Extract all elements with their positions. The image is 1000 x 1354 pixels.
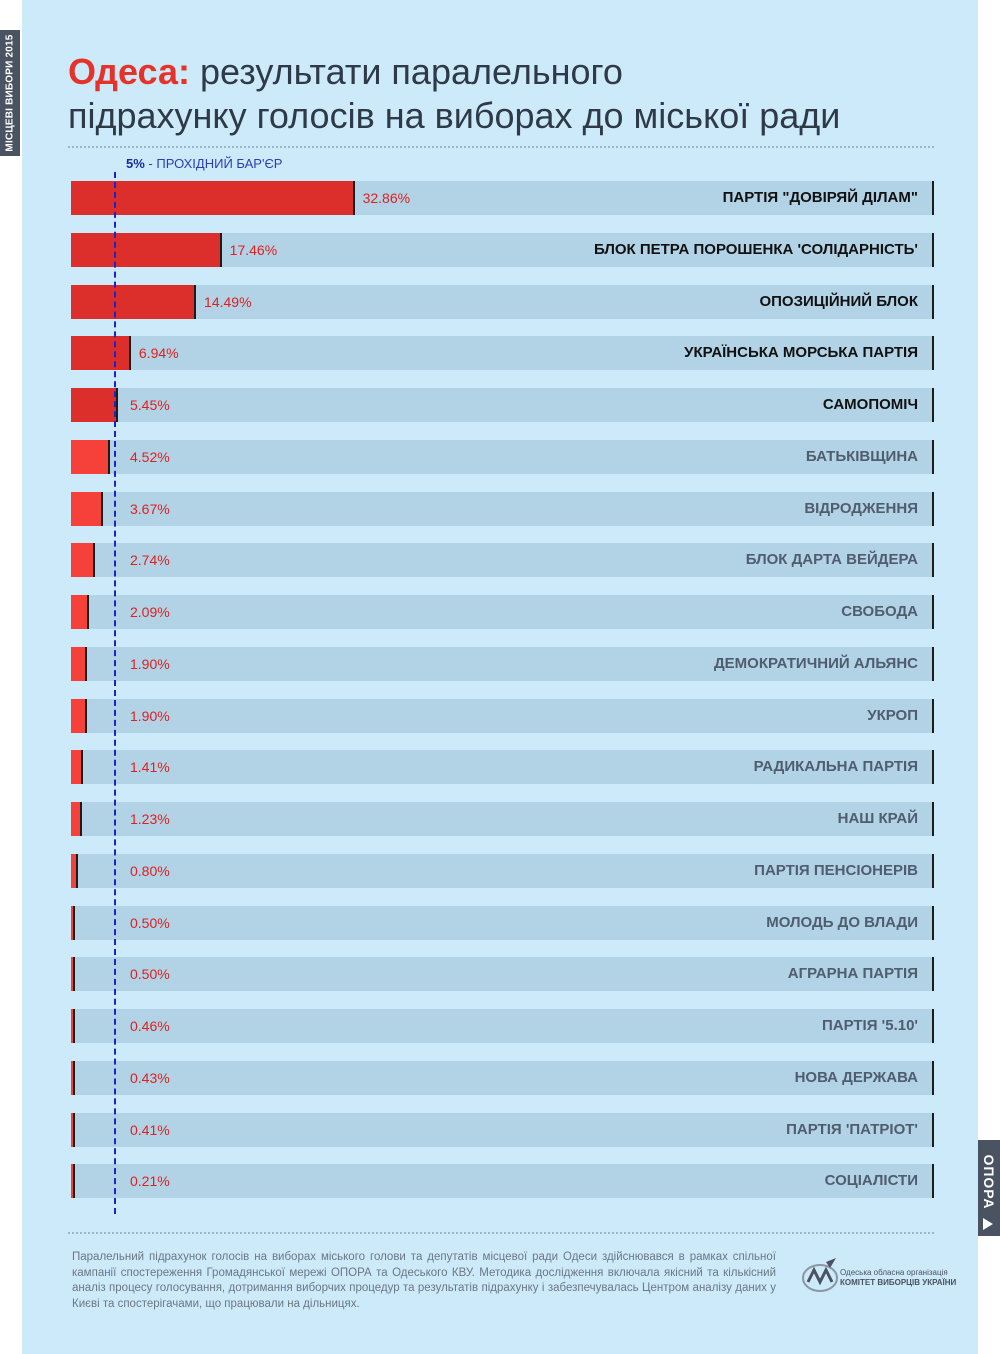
barrier-label: 5% - ПРОХІДНИЙ БАР'ЄР xyxy=(126,156,282,171)
party-label: ПАРТІЯ "ДОВІРЯЙ ДІЛАМ" xyxy=(722,189,918,206)
bar xyxy=(71,646,88,681)
bar-value-label: 14.49% xyxy=(204,293,252,310)
bar-value-label: 1.23% xyxy=(130,811,170,827)
title-city: Одеса: xyxy=(68,51,190,92)
bar-track xyxy=(71,439,934,474)
kvu-line2: КОМІТЕТ ВИБОРЦІВ УКРАЇНИ xyxy=(840,1278,957,1287)
party-label: УКРАЇНСЬКА МОРСЬКА ПАРТІЯ xyxy=(684,344,918,362)
bar-value-label: 2.74% xyxy=(130,552,170,569)
bar-value-label: 0.21% xyxy=(130,1173,170,1190)
bar-track xyxy=(71,336,934,371)
bar-value-label: 0.50% xyxy=(130,914,170,931)
bar-track xyxy=(71,1060,934,1095)
bar-track xyxy=(71,698,934,733)
party-label: БЛОК ПЕТРА ПОРОШЕНКА 'СОЛІДАРНІСТЬ' xyxy=(593,240,918,258)
kvu-emblem-icon xyxy=(802,1258,838,1292)
page-title: Одеса: результати паралельного підрахунк… xyxy=(68,50,948,138)
bar-value-label: 3.67% xyxy=(130,500,170,517)
party-label: ВІДРОДЖЕННЯ xyxy=(804,499,918,517)
bar-track xyxy=(71,853,934,888)
title-line1: результати паралельного xyxy=(200,51,623,92)
party-label: СВОБОДА xyxy=(841,603,918,620)
party-label: САМОПОМІЧ xyxy=(822,396,918,413)
bar xyxy=(71,284,197,319)
bar xyxy=(71,1164,75,1199)
opora-label: ОПОРА xyxy=(981,1154,997,1210)
title-line2: підрахунку голосів на виборах до міської… xyxy=(68,95,841,136)
barrier-value: 5% xyxy=(126,156,145,171)
party-label: УКРОП xyxy=(867,706,918,724)
bar-track xyxy=(71,284,934,319)
party-label: АГРАРНА ПАРТІЯ xyxy=(787,965,918,983)
party-label: НАШ КРАЙ xyxy=(837,810,918,827)
bar-track xyxy=(71,646,934,681)
bar-track xyxy=(71,491,934,526)
bar xyxy=(71,957,76,992)
bar-value-label: 0.80% xyxy=(130,862,170,879)
party-label: БАТЬКІВЩИНА xyxy=(805,447,918,465)
bar xyxy=(71,181,355,215)
bar-track xyxy=(71,1164,934,1199)
barrier-text: - ПРОХІДНИЙ БАР'ЄР xyxy=(148,156,283,171)
bar-track xyxy=(71,1009,934,1043)
bar-value-label: 4.52% xyxy=(130,448,170,465)
party-label: РАДИКАЛЬНА ПАРТІЯ xyxy=(753,758,918,776)
play-arrow-icon xyxy=(983,1218,993,1230)
bar-value-label: 0.46% xyxy=(130,1018,170,1034)
side-label: МІСЦЕВІ ВИБОРИ 2015 xyxy=(4,34,16,152)
bar-value-label: 17.46% xyxy=(229,241,278,258)
bar xyxy=(71,388,119,422)
bar-value-label: 32.86% xyxy=(362,190,411,206)
footer-note: Паралельний підрахунок голосів на вибора… xyxy=(72,1251,776,1310)
party-label: ДЕМОКРАТИЧНИЙ АЛЬЯНС xyxy=(713,654,918,672)
bar-value-label: 0.43% xyxy=(130,1069,170,1086)
bar xyxy=(71,698,88,733)
bar-value-label: 1.90% xyxy=(130,707,170,724)
bar xyxy=(71,905,76,940)
bar-value-label: 6.94% xyxy=(138,345,179,362)
party-label: НОВА ДЕРЖАВА xyxy=(794,1068,918,1086)
bar-value-label: 1.41% xyxy=(130,759,170,776)
bar-value-label: 1.90% xyxy=(130,655,170,672)
bar-track xyxy=(71,905,934,940)
bar xyxy=(71,336,131,371)
bar-value-label: 0.50% xyxy=(130,966,170,983)
bar-value-label: 5.45% xyxy=(130,397,170,413)
bar-track xyxy=(71,1112,934,1147)
bar xyxy=(71,750,84,785)
bar-track xyxy=(71,595,934,629)
bar xyxy=(71,491,103,526)
party-label: БЛОК ДАРТА ВЕЙДЕРА xyxy=(745,551,918,569)
party-label: СОЦІАЛІСТИ xyxy=(824,1172,918,1190)
party-label: ОПОЗИЦІЙНИЙ БЛОК xyxy=(759,292,918,310)
kvu-line1: Одеська обласна організація xyxy=(840,1268,948,1277)
party-label: ПАРТІЯ ПЕНСІОНЕРІВ xyxy=(754,861,918,879)
bar xyxy=(71,595,90,629)
bar xyxy=(71,802,82,836)
bar-track xyxy=(71,957,934,992)
bar-track xyxy=(71,750,934,785)
kvu-logo: Одеська обласна організація КОМІТЕТ ВИБО… xyxy=(800,1256,956,1300)
barrier-line xyxy=(114,172,117,1214)
bottom-divider xyxy=(68,1232,934,1234)
party-label: ПАРТІЯ '5.10' xyxy=(821,1017,918,1034)
party-label: МОЛОДЬ ДО ВЛАДИ xyxy=(766,913,918,931)
opora-tab[interactable]: ОПОРА xyxy=(978,1140,1000,1236)
party-label: ПАРТІЯ 'ПАТРІОТ' xyxy=(786,1120,918,1138)
bar xyxy=(71,232,222,267)
bar-value-label: 0.41% xyxy=(130,1121,170,1138)
bar xyxy=(71,1060,75,1095)
top-divider xyxy=(68,146,934,148)
bar-value-label: 2.09% xyxy=(130,604,170,620)
bar xyxy=(71,543,95,578)
bar xyxy=(71,1009,75,1043)
side-label-strip: МІСЦЕВІ ВИБОРИ 2015 xyxy=(0,30,20,156)
bar-track xyxy=(71,388,934,422)
bar xyxy=(71,439,110,474)
bar-track xyxy=(71,543,934,578)
bar xyxy=(71,1112,75,1147)
bar-track xyxy=(71,802,934,836)
bar xyxy=(71,853,78,888)
